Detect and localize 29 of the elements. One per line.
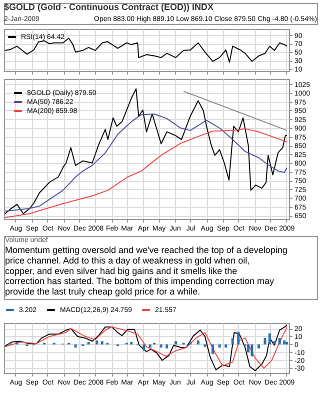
bar [250,344,254,356]
text: Momentum getting oversold and we've reached the top of a developing price channel. Add to this a day of weakness in gold when oil, copper, and even silver had big gains and it smells like the correction has started. The bottom of this impending correction may provide the last truly cheap gold price for a while. [5,245,288,297]
bar [196,340,200,344]
bar [96,340,98,344]
bar [257,344,260,348]
bar [204,344,206,347]
bar [273,341,276,344]
bar [218,344,221,348]
line-series [4,114,288,212]
bar [286,342,288,344]
bar [224,344,228,348]
bar [237,332,240,344]
bar [160,344,162,348]
bar [231,338,234,344]
bar [247,344,250,352]
bar [166,344,168,348]
bar [268,333,271,344]
bar [142,344,146,351]
bar [74,344,77,348]
bar [264,338,266,344]
line-series [4,88,288,214]
bar [212,344,214,354]
bar [174,341,177,344]
line-series [4,128,288,218]
bar [148,344,152,348]
bar [278,338,281,344]
bar [100,341,104,344]
chart-title: $GOLD (Gold - Continuous Contract (EOD)) INDX [4,2,214,12]
bar [283,340,286,344]
